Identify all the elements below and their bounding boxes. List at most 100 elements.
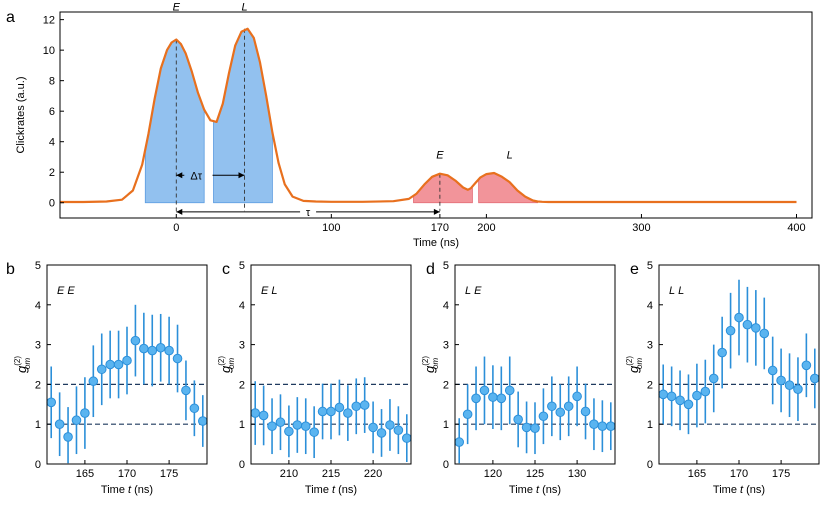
x-tick-label-170: 170: [431, 222, 449, 234]
panel-c-point-4: [284, 426, 294, 437]
panel-c-point-3: [275, 417, 286, 428]
panel-d-point-2: [471, 393, 481, 404]
panel-e-point-7: [717, 347, 727, 358]
panel-d-point-4: [488, 392, 498, 402]
panel-d-point-11: [547, 401, 557, 412]
panel-e-y-tick-label-1: 1: [647, 419, 653, 431]
panel-c-point-18: [401, 433, 412, 443]
tau-arrow-left-head: [176, 208, 183, 215]
panel-d-y-tick-label-0: 0: [443, 459, 449, 471]
panel-c-point-1: [258, 410, 269, 421]
delta-tau-arrow-left-head: [176, 172, 183, 179]
panel-c-y-axis-label: g(2)om: [217, 356, 236, 373]
panel-d-point-10: [538, 411, 549, 422]
panel-b-x-tick-label-165: 165: [76, 468, 94, 480]
panel-d-point-16: [589, 419, 599, 430]
panel-label-a: a: [6, 9, 15, 26]
panel-e-point-12: [759, 328, 770, 339]
panel-d-x-tick-label-130: 130: [568, 468, 586, 480]
panel-b-point-12: [147, 345, 158, 356]
panel-b-point-8: [113, 359, 124, 370]
panel-c-point-11: [343, 408, 353, 418]
panel-b-point-1: [54, 419, 65, 430]
panel-e-x-axis-label: Time t (ns): [713, 484, 765, 496]
panel-d-y-tick-label-3: 3: [443, 340, 449, 352]
panel-c-x-tick-label-220: 220: [364, 468, 382, 480]
x-tick-label-400: 400: [787, 222, 805, 234]
panel-e-y-tick-label-2: 2: [647, 379, 653, 391]
panel-d-point-17: [597, 421, 608, 431]
peak-label-1: L: [241, 1, 247, 13]
panel-c-point-13: [359, 400, 370, 410]
panel-d-point-14: [572, 391, 582, 402]
delta-tau-label: Δτ: [190, 170, 202, 182]
panel-b-ee-chart: 165 170 175 0 1 2 3 4 5 EE Time t (ns) g(2)om: [13, 260, 208, 496]
panel-e-label: LL: [669, 285, 687, 297]
panel-c-y-tick-label-4: 4: [239, 300, 245, 312]
x-tick-label-300: 300: [632, 222, 650, 234]
panel-b-x-tick-label-170: 170: [118, 468, 136, 480]
panel-b-point-9: [122, 355, 132, 366]
panel-d-point-6: [504, 385, 515, 396]
panel-c-y-tick-label-3: 3: [239, 340, 245, 352]
y-axis-label: Clickrates (a.u.): [15, 76, 27, 153]
panel-e-point-0: [658, 389, 669, 400]
panel-e-point-10: [742, 319, 753, 330]
panel-b-y-tick-label-4: 4: [35, 300, 41, 312]
panel-c-point-2: [267, 421, 277, 431]
panel-b-point-18: [197, 416, 208, 426]
panel-c-y-tick-label-2: 2: [239, 379, 245, 391]
panel-c-point-16: [385, 420, 395, 430]
x-axis-label: Time (ns): [413, 237, 459, 249]
panel-b-point-17: [189, 403, 200, 414]
y-tick-label-12: 12: [43, 15, 55, 27]
panel-b-point-0: [46, 397, 57, 408]
panel-d-y-axis-label: g(2)om: [421, 356, 440, 373]
panel-b-point-11: [139, 343, 149, 354]
panel-b-x-tick-label-175: 175: [160, 468, 178, 480]
panel-c-point-5: [292, 420, 303, 430]
panel-e-x-tick-label-170: 170: [730, 468, 748, 480]
panel-e-point-1: [666, 391, 677, 402]
tau-label: τ: [306, 207, 311, 219]
panel-e-point-14: [776, 375, 786, 386]
panel-c-x-tick-label-210: 210: [280, 468, 298, 480]
panel-d-label: LE: [465, 285, 484, 297]
panel-e-y-axis-label: g(2)om: [625, 356, 644, 373]
panel-c-y-tick-label-0: 0: [239, 459, 245, 471]
panel-d-point-15: [580, 406, 591, 417]
panel-c-el-chart: 210 215 220 0 1 2 3 4 5 EL Time t (ns) g(2)om: [217, 260, 412, 496]
peak-label-3: L: [507, 149, 513, 161]
panel-d-y-tick-label-5: 5: [443, 260, 449, 272]
panel-d-point-12: [555, 407, 566, 418]
panel-d-point-0: [454, 437, 465, 447]
panel-c-point-8: [317, 406, 328, 417]
panel-d-x-axis-label: Time t (ns): [509, 484, 561, 496]
panel-d-point-7: [513, 414, 523, 425]
panel-e-point-11: [751, 323, 761, 333]
panel-d-point-1: [462, 409, 473, 420]
panel-e-point-16: [793, 384, 803, 394]
panel-e-point-13: [767, 365, 778, 376]
panel-d-point-3: [479, 385, 490, 396]
panel-d-le-chart: 120 125 130 0 1 2 3 4 5 LE Time t (ns) g(2)om: [421, 260, 616, 496]
panel-b-point-3: [71, 415, 82, 426]
panel-c-x-tick-label-215: 215: [322, 468, 340, 480]
panel-d-y-tick-label-2: 2: [443, 379, 449, 391]
panel-d-point-5: [496, 393, 507, 404]
panel-b-point-15: [172, 353, 183, 364]
panel-e-point-8: [725, 325, 736, 336]
panel-d-x-tick-label-125: 125: [526, 468, 544, 480]
panel-c-x-axis-label: Time t (ns): [305, 484, 357, 496]
panel-b-point-4: [80, 408, 90, 418]
panel-b-point-5: [88, 376, 99, 387]
panel-label-c: c: [222, 261, 230, 278]
panel-e-x-tick-label-175: 175: [772, 468, 790, 480]
delta-tau-arrow-right-head: [238, 172, 245, 179]
panel-b-y-axis-label: g(2)om: [13, 356, 32, 373]
panel-c-point-6: [300, 421, 311, 431]
panel-d-x-tick-label-120: 120: [484, 468, 502, 480]
panel-label-b: b: [6, 261, 15, 278]
panel-c-point-17: [393, 425, 404, 435]
panel-b-y-tick-label-2: 2: [35, 379, 41, 391]
